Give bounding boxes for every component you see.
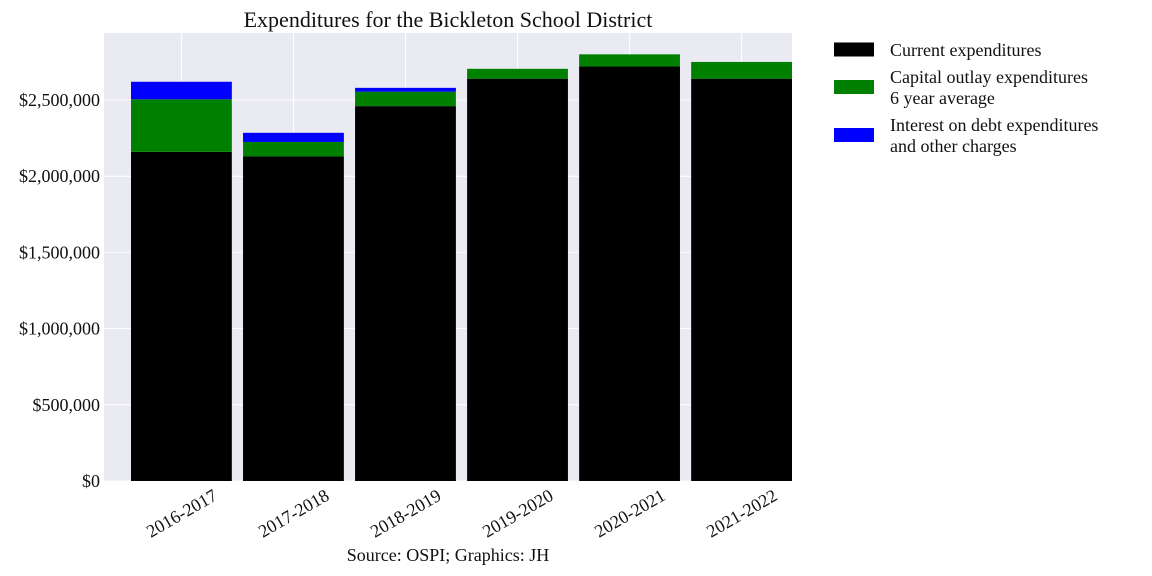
bar-segment-1 bbox=[691, 78, 792, 481]
y-tick-label: $1,000,000 bbox=[19, 319, 100, 339]
y-axis: $0 $500,000 $1,000,000 $1,500,000 $2,000,000… bbox=[19, 90, 100, 491]
bar-segment-1 bbox=[355, 106, 456, 482]
x-tick-label: 2019-2020 bbox=[479, 485, 557, 541]
bar-segment-1 bbox=[131, 151, 232, 481]
bar-segment-1 bbox=[243, 156, 344, 481]
legend-swatch bbox=[834, 128, 874, 142]
chart-title: Expenditures for the Bickleton School Di… bbox=[244, 7, 653, 32]
bar-segment-3 bbox=[131, 81, 232, 100]
y-tick-label: $1,500,000 bbox=[19, 242, 100, 262]
legend-swatch bbox=[834, 42, 874, 57]
source-caption: Source: OSPI; Graphics: JH bbox=[347, 545, 549, 565]
bar-segment-2 bbox=[355, 91, 456, 107]
x-tick-label: 2020-2021 bbox=[591, 485, 669, 541]
bar-segment-2 bbox=[131, 99, 232, 152]
legend: Current expenditures Capital outlay expen… bbox=[834, 40, 1098, 156]
x-tick-label: 2016-2017 bbox=[143, 485, 221, 541]
legend-label: Interest on debt expenditures bbox=[890, 115, 1098, 135]
x-tick-label: 2018-2019 bbox=[367, 485, 445, 541]
bar-segment-2 bbox=[243, 141, 344, 157]
legend-label: Current expenditures bbox=[890, 40, 1041, 60]
x-tick-label: 2017-2018 bbox=[255, 485, 333, 541]
x-axis: 2016-2017 2017-2018 2018-2019 2019-2020 2020… bbox=[143, 485, 781, 541]
y-tick-label: $2,000,000 bbox=[19, 166, 100, 186]
bar-segment-1 bbox=[579, 66, 680, 482]
bar-segment-2 bbox=[579, 54, 680, 67]
y-tick-label: $2,500,000 bbox=[19, 90, 100, 110]
legend-label: and other charges bbox=[890, 136, 1017, 156]
y-tick-label: $0 bbox=[82, 471, 100, 491]
bars bbox=[131, 54, 792, 482]
bar-segment-2 bbox=[691, 61, 792, 79]
bar-segment-3 bbox=[243, 132, 344, 142]
legend-label: 6 year average bbox=[890, 88, 995, 108]
bar-segment-1 bbox=[467, 78, 568, 481]
x-tick-label: 2021-2022 bbox=[703, 485, 781, 541]
legend-swatch bbox=[834, 80, 874, 94]
y-tick-label: $500,000 bbox=[33, 395, 101, 415]
bar-segment-2 bbox=[467, 68, 568, 79]
bar-segment-3 bbox=[355, 87, 456, 92]
legend-label: Capital outlay expenditures bbox=[890, 67, 1088, 87]
